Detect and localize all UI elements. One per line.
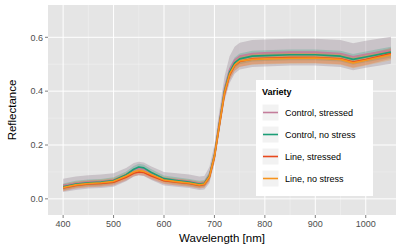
legend-box: [256, 80, 373, 196]
x-tick: [264, 215, 265, 218]
x-tick: [315, 215, 316, 218]
plot-panel: [48, 5, 396, 215]
grid-x: [214, 5, 215, 215]
y-tick-label: 0.2: [30, 140, 43, 150]
x-tick: [214, 215, 215, 218]
minor-grid-x: [138, 5, 139, 215]
x-tick-label: 500: [106, 219, 121, 229]
legend-key: [262, 170, 279, 187]
x-tick-label: 700: [207, 219, 222, 229]
chart: 400 500 600 700 800 900 1000 0.0 0.2 0.4 0.6 Wavele…: [0, 0, 400, 250]
minor-grid-x: [239, 5, 240, 215]
legend-title: Variety: [262, 87, 292, 97]
background: [0, 0, 400, 250]
grid-y: [48, 198, 396, 199]
y-tick: [45, 145, 48, 146]
legend-label: Control, stressed: [285, 108, 353, 118]
y-tick-label: 0.4: [30, 86, 43, 96]
legend-label: Line, no stress: [285, 174, 344, 184]
legend-swatch: [263, 178, 278, 180]
legend-label: Control, no stress: [285, 130, 356, 140]
y-tick: [45, 37, 48, 38]
legend-key: [262, 148, 279, 165]
x-tick-label: 400: [56, 219, 71, 229]
legend-swatch: [263, 134, 278, 136]
x-tick: [164, 215, 165, 218]
x-tick-label: 1000: [356, 219, 376, 229]
y-axis-title: Reflectance: [6, 80, 18, 141]
x-tick-label: 900: [308, 219, 323, 229]
grid-y: [48, 37, 396, 38]
x-tick-label: 800: [257, 219, 272, 229]
y-tick-label: 0.6: [30, 33, 43, 43]
legend: Variety Control, stressed Control, no stre…: [256, 80, 373, 196]
legend-swatch: [263, 112, 278, 114]
legend-key: [262, 104, 279, 121]
x-tick-label: 600: [156, 219, 171, 229]
legend-key: [262, 126, 279, 143]
y-tick: [45, 91, 48, 92]
y-tick-label: 0.0: [30, 194, 43, 204]
x-tick: [63, 215, 64, 218]
legend-label: Line, stressed: [285, 152, 341, 162]
x-axis-title: Wavelength [nm]: [179, 232, 265, 244]
x-tick: [365, 215, 366, 218]
y-tick: [45, 198, 48, 199]
grid: [48, 5, 396, 215]
x-tick: [113, 215, 114, 218]
legend-swatch: [263, 156, 278, 158]
